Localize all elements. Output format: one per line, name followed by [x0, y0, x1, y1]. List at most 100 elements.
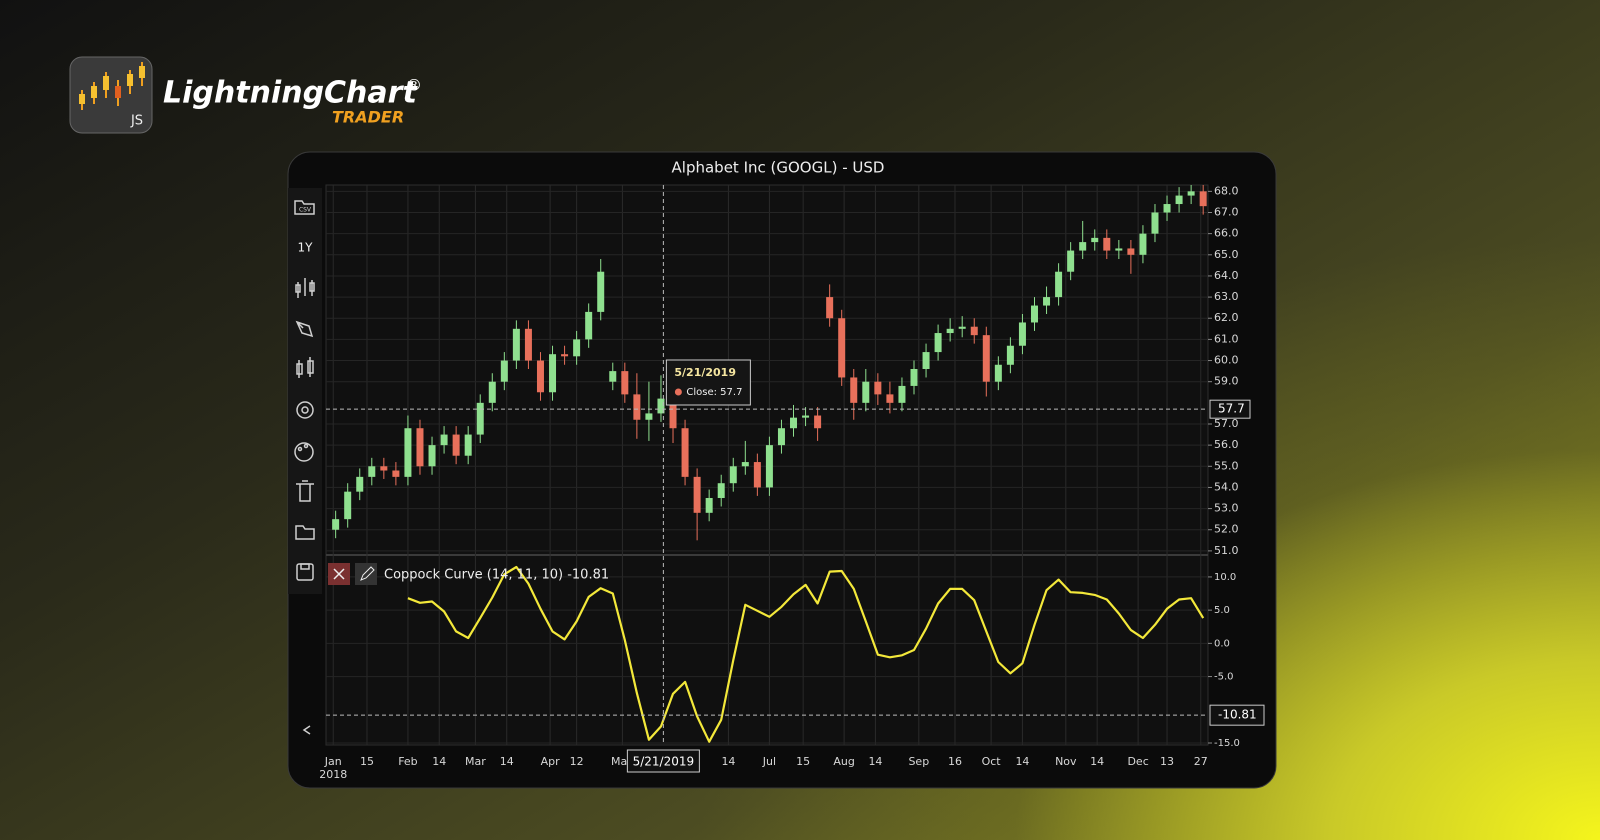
candle-body: [1163, 204, 1171, 213]
collapse-button[interactable]: [302, 725, 311, 735]
y-tick-label: 61.0: [1214, 332, 1239, 345]
tooltip-title: 5/21/2019: [674, 366, 736, 379]
candle-body: [536, 360, 544, 393]
y-tick-label: 67.0: [1214, 205, 1239, 218]
crosshair-y-label: 57.7: [1218, 402, 1245, 416]
x-tick-label: Oct: [982, 755, 1002, 768]
brand-mark: ®: [406, 76, 422, 95]
candle-body: [344, 491, 352, 520]
candle-body: [549, 354, 557, 393]
open-button[interactable]: [295, 525, 315, 540]
candle-body: [850, 377, 858, 403]
candle-body: [753, 462, 761, 488]
candle-body: [934, 333, 942, 353]
candle-body: [500, 360, 508, 382]
candle-body: [573, 339, 581, 357]
y-tick-label: -15.0: [1214, 738, 1240, 749]
x-tick-label: 12: [570, 755, 584, 768]
candle-body: [1151, 212, 1159, 234]
candle-body: [404, 428, 412, 477]
brand-name: LightningChart: [163, 76, 418, 111]
candle-body: [826, 297, 834, 319]
candle-body: [464, 434, 472, 456]
x-tick-label: 27: [1194, 755, 1208, 768]
y-tick-label: 66.0: [1214, 227, 1239, 240]
open-csv-button[interactable]: [294, 200, 315, 215]
y-tick-label: 55.0: [1214, 459, 1239, 472]
candle-body: [368, 466, 376, 477]
candle-body: [524, 328, 532, 361]
marks: 5/21/2019 57.7 -10.81 5/21/2019 Close: 57.7: [326, 185, 1265, 773]
candle-body: [958, 326, 966, 329]
settings-button[interactable]: [296, 401, 314, 419]
candle-body: [693, 476, 701, 513]
candle-body: [416, 428, 424, 467]
crosshair-y-box: [1209, 399, 1251, 419]
candle-body: [946, 328, 954, 334]
candle-body: [886, 394, 894, 403]
x-year-label: 2018: [319, 768, 347, 781]
indicator-button[interactable]: [296, 357, 314, 378]
save-button[interactable]: [296, 563, 314, 581]
candle-body: [597, 271, 605, 312]
y-tick-label: 5.0: [1214, 605, 1230, 616]
candle-body: [922, 352, 930, 369]
y-tick-label: 53.0: [1214, 502, 1239, 515]
x-tick-label: 14: [868, 755, 882, 768]
y-tick-label: -5.0: [1214, 672, 1234, 683]
candle-body: [1006, 345, 1014, 365]
theme-button[interactable]: [294, 442, 314, 462]
y-tick-label: 56.0: [1214, 438, 1239, 451]
draw-button[interactable]: [295, 320, 314, 338]
candle-body: [1199, 191, 1207, 207]
candle-body: [645, 413, 653, 420]
y-tick-label: 60.0: [1214, 354, 1239, 367]
candle-body: [802, 415, 810, 418]
candle-body: [332, 519, 340, 530]
x-tick-label: Jan: [324, 755, 342, 768]
candle-body: [609, 371, 617, 382]
x-tick-label: Feb: [398, 755, 417, 768]
candle-body: [1139, 233, 1147, 255]
candle-body: [669, 398, 677, 429]
x-tick-label: Sep: [908, 755, 929, 768]
toolbar: [288, 188, 322, 594]
x-tick-label: 14: [500, 755, 514, 768]
candle-body: [994, 364, 1002, 382]
x-tick-label: 14: [721, 755, 735, 768]
indicator-legend: Coppock Curve (14, 11, 10) -10.81: [384, 568, 609, 583]
x-tick-label: Jul: [762, 755, 776, 768]
candle-body: [970, 326, 978, 336]
candle-body: [838, 318, 846, 378]
delete-button[interactable]: [296, 480, 314, 502]
candle-body: [729, 466, 737, 484]
candle-body: [585, 311, 593, 340]
candle-body: [1030, 305, 1038, 323]
candle-body: [765, 445, 773, 488]
x-tick-label: Apr: [541, 755, 561, 768]
y-tick-label: 54.0: [1214, 480, 1239, 493]
candle-body: [681, 428, 689, 477]
candle-body: [380, 466, 388, 471]
crosshair-x-label: 5/21/2019: [633, 755, 695, 769]
candle-body: [440, 434, 448, 446]
y-tick-label: 68.0: [1214, 184, 1239, 197]
candle-body: [561, 354, 569, 357]
y-tick-label: 51.0: [1214, 544, 1239, 557]
candle-body: [1079, 242, 1087, 251]
candle-body: [1187, 191, 1195, 196]
tooltip: [665, 359, 751, 406]
edit-indicator-button[interactable]: [355, 563, 377, 585]
y-tick-label: 57.0: [1214, 417, 1239, 430]
tooltip-swatch: [674, 388, 682, 396]
candle-body: [1175, 195, 1183, 205]
tooltip-text: Close: 57.7: [686, 387, 742, 398]
remove-icon: [333, 568, 345, 580]
candle-body: [1103, 237, 1111, 251]
period-button[interactable]: 1Y: [298, 241, 314, 255]
chart-type-button[interactable]: [295, 278, 315, 298]
candle-body: [621, 371, 629, 395]
y-tick-label: 62.0: [1214, 311, 1239, 324]
candle-body: [428, 445, 436, 467]
x-tick-label: 14: [432, 755, 446, 768]
